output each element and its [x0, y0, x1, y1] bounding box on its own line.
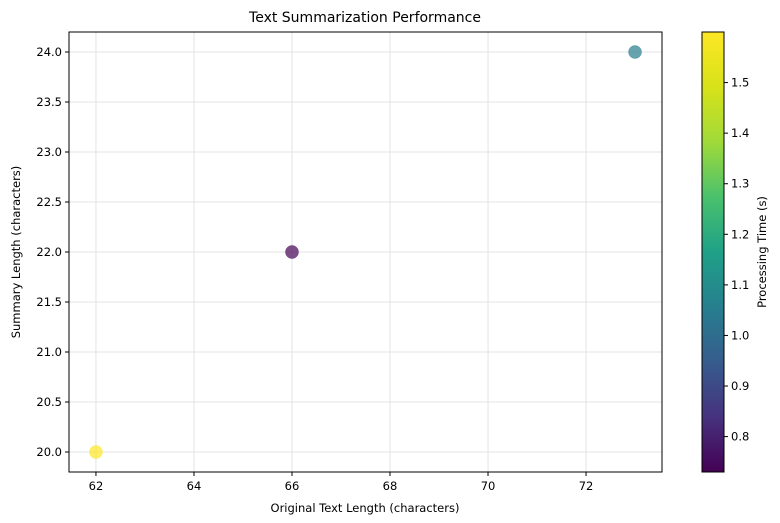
colorbar — [701, 31, 725, 473]
y-tick-label: 23.0 — [36, 145, 62, 159]
data-point — [285, 245, 299, 259]
y-tick-label: 21.0 — [36, 345, 62, 359]
colorbar-tick-label: 0.8 — [731, 430, 749, 444]
colorbar-label: Processing Time (s) — [755, 196, 769, 308]
x-tick-label: 68 — [383, 479, 398, 493]
x-axis-label: Original Text Length (characters) — [271, 501, 460, 515]
x-tick-label: 70 — [481, 479, 496, 493]
x-tick-label: 72 — [579, 479, 594, 493]
y-tick-label: 22.0 — [36, 245, 62, 259]
x-tick-label: 64 — [187, 479, 202, 493]
y-tick-label: 22.5 — [36, 195, 62, 209]
data-points — [89, 45, 642, 459]
y-tick-label: 20.5 — [36, 395, 62, 409]
colorbar-ticks: 0.8 0.9 1.0 1.1 1.2 1.3 1.4 1.5 — [724, 76, 749, 444]
data-point — [628, 45, 642, 59]
y-tick-label: 20.0 — [36, 445, 62, 459]
y-axis-label: Summary Length (characters) — [9, 166, 23, 339]
data-point — [89, 445, 103, 459]
x-axis-ticks: 62 64 66 68 70 72 — [89, 472, 594, 493]
colorbar-tick-label: 1.2 — [731, 227, 749, 241]
y-axis-ticks: 20.0 20.5 21.0 21.5 22.0 22.5 23.0 23.5 24.0 — [36, 45, 69, 459]
chart-title: Text Summarization Performance — [248, 10, 481, 26]
colorbar-tick-label: 0.9 — [731, 379, 749, 393]
colorbar-tick-label: 1.4 — [731, 126, 749, 140]
x-tick-label: 66 — [285, 479, 300, 493]
y-tick-label: 24.0 — [36, 45, 62, 59]
grid-lines — [69, 32, 662, 472]
y-tick-label: 23.5 — [36, 95, 62, 109]
colorbar-tick-label: 1.3 — [731, 177, 749, 191]
colorbar-tick-label: 1.0 — [731, 328, 749, 342]
colorbar-tick-label: 1.1 — [731, 278, 749, 292]
y-tick-label: 21.5 — [36, 295, 62, 309]
colorbar-tick-label: 1.5 — [731, 76, 749, 90]
x-tick-label: 62 — [89, 479, 104, 493]
